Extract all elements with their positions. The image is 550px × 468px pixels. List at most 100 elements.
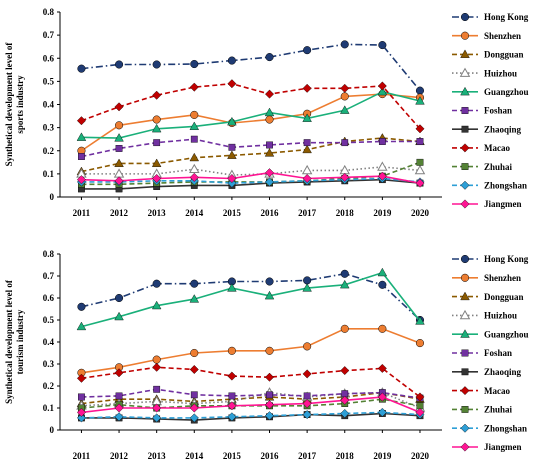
legend-label-dongguan: Dongguan [484,50,524,60]
x-tick-label: 2015 [223,451,242,461]
legend-marker-jiangmen [460,442,470,452]
data-point-zhongshan [265,411,274,421]
data-point-guangzhou [377,86,388,96]
data-point-hong-kong [115,60,124,69]
data-point-guangzhou [377,267,388,277]
x-tick-label: 2012 [110,208,129,218]
legend-label-zhongshan: Zhongshan [484,181,527,191]
data-point-foshan [153,385,161,393]
y-tick-label: 0.3 [43,359,55,369]
series-line-shenzhen [80,93,421,152]
data-point-guangzhou [151,123,162,133]
data-point-hong-kong [152,60,161,69]
legend-label-foshan: Foshan [484,106,512,116]
series-line-zhaoqing [81,178,421,190]
x-tick-label: 2012 [110,451,129,461]
data-point-macao [302,83,312,93]
series-zhongshan [76,407,425,423]
data-point-guangzhou [76,132,87,141]
y-tick-label: 0.7 [43,271,55,281]
data-point-huizhou [189,163,200,174]
legend-marker-hong-kong [460,254,470,264]
data-point-shenzhen [303,342,312,351]
legend-marker-zhuhai [461,163,469,170]
x-tick-label: 2018 [336,208,355,218]
legend-label-zhuhai: Zhuhai [484,405,513,415]
data-point-jiangmen [265,400,274,410]
y-tick-label: 0.8 [43,7,55,17]
sports-industry-chart: 0 0.1 0.2 0.3 0.4 0.5 0.6 0.7 0.8 2011 2012 2013 201… [4,7,529,218]
data-point-hong-kong [190,59,199,69]
x-tick-label: 2014 [185,208,204,218]
data-point-foshan [153,139,161,147]
data-point-jiangmen [302,174,312,183]
data-point-macao [76,373,86,383]
data-point-zhongshan [227,178,237,188]
data-point-guangzhou [189,294,200,303]
legend-label-huizhou: Huizhou [484,68,517,78]
x-tick-label: 2017 [298,208,317,218]
data-point-jiangmen [189,403,199,413]
x-tick-label: 2018 [336,451,355,461]
data-point-shenzhen [152,115,161,124]
legend-marker-foshan [461,107,469,114]
data-point-foshan [228,143,236,151]
y-tick-label: 0 [50,192,55,202]
data-point-jiangmen [114,403,124,413]
data-point-guangzhou [151,300,162,310]
data-point-macao [340,83,350,93]
data-point-zhongshan [189,413,199,423]
x-tick-label: 2013 [148,451,167,461]
series-line-hong-kong [81,272,421,321]
data-point-foshan [115,145,123,152]
legend-marker-foshan [461,349,469,357]
data-point-macao [152,362,162,372]
y-tick-label: 0.5 [43,315,55,325]
data-point-huizhou [414,164,426,175]
data-point-guangzhou [114,133,124,142]
data-point-zhongshan [114,412,124,422]
data-point-jiangmen [227,174,237,183]
data-point-jiangmen [302,399,312,409]
data-point-foshan [341,139,349,147]
y-axis-label: Synthetical development level oftourism … [4,279,25,404]
data-point-jiangmen [189,172,199,182]
series-line-jiangmen [81,171,421,184]
data-point-macao [265,89,274,99]
legend-label-macao: Macao [484,386,510,396]
x-tick-label: 2016 [261,208,280,218]
data-point-zhuhai [416,158,424,166]
x-tick-label: 2014 [185,451,204,461]
y-tick-label: 0 [50,425,55,435]
data-point-foshan [190,135,198,143]
data-point-guangzhou [189,121,200,130]
data-point-shenzhen [415,339,425,348]
data-point-macao [76,116,86,126]
data-point-hong-kong [303,46,312,55]
y-tick-label: 0.5 [43,76,55,86]
y-axis-label-line: Synthetical development level of [4,279,14,404]
legend-label-zhongshan: Zhongshan [484,423,527,433]
legend-label-jiangmen: Jiangmen [484,442,522,452]
legend-marker-zhuhai [461,406,469,413]
series-line-guangzhou [81,271,421,328]
series-line-guangzhou [81,90,421,139]
series-hong-kong [77,40,425,95]
data-point-jiangmen [377,171,387,181]
legend-marker-macao [460,143,470,153]
data-point-zhongshan [340,409,350,418]
legend-label-hong-kong: Hong Kong [484,254,529,264]
data-point-foshan [78,153,85,160]
legend-label-hong-kong: Hong Kong [484,12,529,22]
data-point-shenzhen [340,324,349,333]
x-tick-label: 2013 [148,208,167,218]
data-point-foshan [303,392,311,400]
data-point-macao [227,371,237,381]
legend-label-zhuhai: Zhuhai [484,162,513,172]
data-point-macao [302,369,312,379]
data-point-hong-kong [340,269,349,278]
data-point-foshan [266,391,273,399]
data-point-shenzhen [115,121,124,130]
series-shenzhen [77,324,425,377]
